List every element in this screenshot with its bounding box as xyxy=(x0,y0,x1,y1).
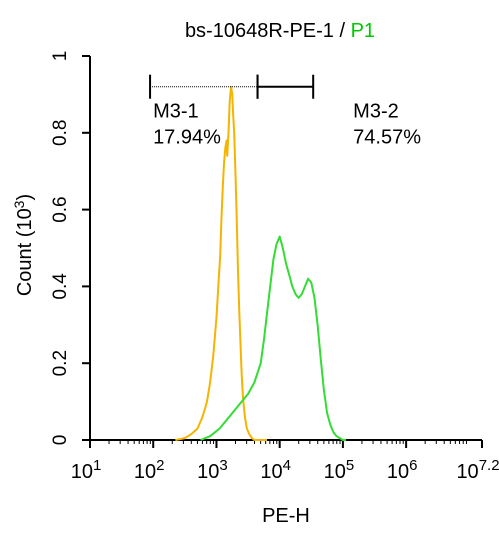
x-major-ticks: 101 102 103 104 105 106 107.2 xyxy=(71,440,499,483)
x-tick-label-exp: 3 xyxy=(219,457,227,474)
y-axis-label-text: Count xyxy=(14,242,36,296)
x-tick-label: 104 xyxy=(260,457,291,483)
x-tick-label-exp: 6 xyxy=(409,457,417,474)
x-tick-label: 101 xyxy=(71,457,102,483)
y-ticks: 0 0.2 0.4 0.6 0.8 1 xyxy=(50,51,90,446)
y-tick-label: 0.8 xyxy=(50,120,71,146)
x-tick-label-exp: 1 xyxy=(93,457,101,474)
x-axis-label: PE-H xyxy=(262,505,310,527)
histogram-series-2 xyxy=(200,235,347,441)
x-tick-label-exp: 2 xyxy=(156,457,164,474)
x-tick-label-exp: 7.2 xyxy=(479,457,499,474)
x-tick-label-base: 10 xyxy=(197,461,219,483)
y-tick-label: 0.4 xyxy=(50,273,71,300)
x-tick-label-exp: 5 xyxy=(346,457,354,474)
x-minor-ticks xyxy=(108,440,467,444)
chart-title-separator: / xyxy=(334,20,351,42)
x-tick-label-base: 10 xyxy=(260,461,282,483)
marker-percent: 17.94% xyxy=(153,127,221,149)
x-tick-label: 103 xyxy=(197,457,228,483)
markers-layer: M3-1 17.94% M3-2 74.57% xyxy=(149,74,421,149)
histogram-series-1 xyxy=(175,85,267,441)
y-tick-label: 0.2 xyxy=(50,350,71,376)
y-axis-label-exp: 3 xyxy=(11,200,27,208)
y-axis-label-unit: (10 xyxy=(14,208,36,237)
y-axis-label-close: ) xyxy=(14,194,36,201)
y-tick-label: 0 xyxy=(50,435,71,446)
chart-title: bs-10648R-PE-1 / P1 xyxy=(185,20,375,42)
marker-name: M3-1 xyxy=(153,101,199,123)
chart-title-main: bs-10648R-PE-1 xyxy=(185,20,334,42)
y-tick-label: 1 xyxy=(50,51,71,62)
x-tick-label: 105 xyxy=(324,457,355,483)
x-tick-label: 102 xyxy=(134,457,165,483)
x-tick-label-base: 10 xyxy=(324,461,346,483)
x-tick-label-base: 10 xyxy=(71,461,93,483)
marker-percent: 74.57% xyxy=(353,127,421,149)
series-layer xyxy=(175,85,347,441)
y-tick-label: 0.6 xyxy=(50,196,71,222)
x-tick-label-base: 10 xyxy=(134,461,156,483)
marker-name: M3-2 xyxy=(353,101,399,123)
x-tick-label-base: 10 xyxy=(456,461,478,483)
x-tick-label: 106 xyxy=(387,457,418,483)
x-tick-label-exp: 4 xyxy=(283,457,291,474)
x-tick-label: 107.2 xyxy=(456,457,499,483)
x-tick-label-base: 10 xyxy=(387,461,409,483)
chart-title-gate: P1 xyxy=(351,20,375,42)
y-axis-label: Count (103) xyxy=(11,194,36,296)
